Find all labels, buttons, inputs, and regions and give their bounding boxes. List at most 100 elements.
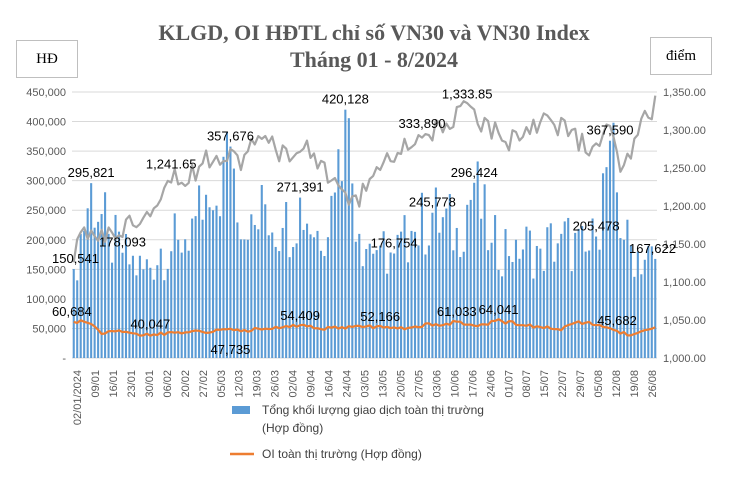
y-left-tick-label: 50,000 xyxy=(32,323,66,335)
volume-bar xyxy=(312,237,316,358)
y-right-tick-label: 1,350.00 xyxy=(663,87,706,99)
data-label: 245,778 xyxy=(409,195,456,210)
volume-bar xyxy=(145,259,148,358)
y-right-tick-label: 1,250.00 xyxy=(663,163,706,175)
oi-line xyxy=(73,318,656,337)
data-label: 60,684 xyxy=(52,304,92,319)
volume-bar xyxy=(138,255,141,358)
volume-bar xyxy=(278,251,281,358)
x-tick-label: 24/04 xyxy=(342,370,354,398)
x-tick-label: 02/04 xyxy=(288,370,300,398)
volume-bar xyxy=(121,252,124,358)
x-tick-label: 06/02 xyxy=(162,370,174,398)
x-tick-label: 15/07 xyxy=(539,370,551,398)
volume-bar xyxy=(79,233,82,358)
data-label: 176,754 xyxy=(371,236,418,251)
volume-bar xyxy=(337,149,340,358)
legend-bar-swatch xyxy=(232,406,250,414)
y-right-tick-label: 1,150.00 xyxy=(663,239,706,251)
volume-bar xyxy=(459,257,462,358)
volume-bar xyxy=(340,181,343,358)
volume-bar xyxy=(417,245,420,358)
volume-bar xyxy=(194,216,197,358)
volume-bar xyxy=(281,227,284,358)
x-tick-label: 10/06 xyxy=(449,370,461,398)
legend-label: Tổng khối lượng giao dịch toàn thị trườn… xyxy=(262,403,484,417)
volume-bar xyxy=(83,230,86,358)
x-tick-label: 27/02 xyxy=(198,370,210,398)
volume-bar xyxy=(619,238,622,358)
volume-bar xyxy=(180,252,183,358)
volume-bar xyxy=(445,208,448,358)
volume-bar xyxy=(205,194,208,358)
volume-bar xyxy=(546,227,549,358)
data-label: 54,409 xyxy=(280,308,320,323)
volume-bar xyxy=(208,207,211,358)
volume-bar xyxy=(480,218,483,358)
volume-bar xyxy=(511,261,514,358)
data-label: 150,541 xyxy=(52,251,99,266)
volume-bar xyxy=(90,183,93,358)
left-axis-unit: HĐ xyxy=(16,40,78,78)
volume-bar xyxy=(218,216,222,358)
volume-bar xyxy=(358,233,361,358)
x-tick-label: 03/05 xyxy=(360,370,372,398)
volume-bar xyxy=(222,156,225,358)
bar-series xyxy=(72,109,657,359)
x-tick-label: 20/05 xyxy=(395,370,407,398)
volume-bar xyxy=(406,262,410,358)
volume-bar xyxy=(93,227,96,358)
volume-bar xyxy=(354,241,357,358)
volume-bar xyxy=(490,242,493,358)
y-left-tick-label: 250,000 xyxy=(26,205,66,217)
volume-bar xyxy=(400,231,403,358)
volume-bar xyxy=(525,226,528,358)
volume-bar xyxy=(76,280,79,358)
volume-bar xyxy=(100,214,103,358)
volume-bar xyxy=(622,239,625,358)
y-right-tick-label: 1,050.00 xyxy=(663,315,706,327)
y-right-tick-label: 1,000.00 xyxy=(663,353,706,365)
volume-bar xyxy=(344,109,347,358)
volume-bar xyxy=(274,246,277,358)
volume-bar xyxy=(351,183,354,358)
data-labels: 150,541 295,821 178,093 357,676 271,391 420,1… xyxy=(52,86,676,357)
legend-label: OI toàn thị trường (Hợp đồng) xyxy=(262,447,422,461)
volume-bar xyxy=(441,217,444,358)
x-tick-label: 19/08 xyxy=(629,370,641,398)
x-tick-label: 19/03 xyxy=(252,370,264,398)
volume-bar xyxy=(420,192,423,358)
volume-bar xyxy=(563,221,566,358)
volume-bar xyxy=(333,192,336,358)
data-label: 47,735 xyxy=(211,342,251,357)
y-left-tick-label: 400,000 xyxy=(26,117,66,129)
volume-bar xyxy=(605,167,608,358)
volume-bar xyxy=(177,239,180,358)
volume-bar xyxy=(448,194,451,358)
volume-bar xyxy=(452,250,455,358)
x-tick-label: 26/08 xyxy=(647,370,659,398)
volume-bar xyxy=(107,233,110,358)
volume-bar xyxy=(114,214,117,358)
volume-bar xyxy=(629,245,632,358)
volume-bar xyxy=(257,229,260,358)
volume-bar xyxy=(518,258,521,358)
x-tick-label: 01/07 xyxy=(503,370,515,398)
data-label: 367,590 xyxy=(586,123,633,138)
volume-bar xyxy=(170,251,173,358)
volume-bar xyxy=(654,258,657,358)
data-label: 1,241.65 xyxy=(146,156,197,171)
volume-bar xyxy=(427,245,430,358)
volume-bar xyxy=(72,269,75,358)
y-left-tick-label: 350,000 xyxy=(26,146,66,158)
y-left-tick-label: 300,000 xyxy=(26,176,66,188)
data-label: 52,166 xyxy=(360,309,400,324)
volume-bar xyxy=(131,255,134,358)
volume-bar xyxy=(347,118,350,358)
volume-bar xyxy=(466,204,469,358)
volume-bar xyxy=(187,250,190,358)
volume-bar xyxy=(142,269,145,358)
volume-bar xyxy=(574,232,577,358)
x-tick-label: 05/03 xyxy=(216,370,228,398)
volume-bar xyxy=(292,247,295,358)
